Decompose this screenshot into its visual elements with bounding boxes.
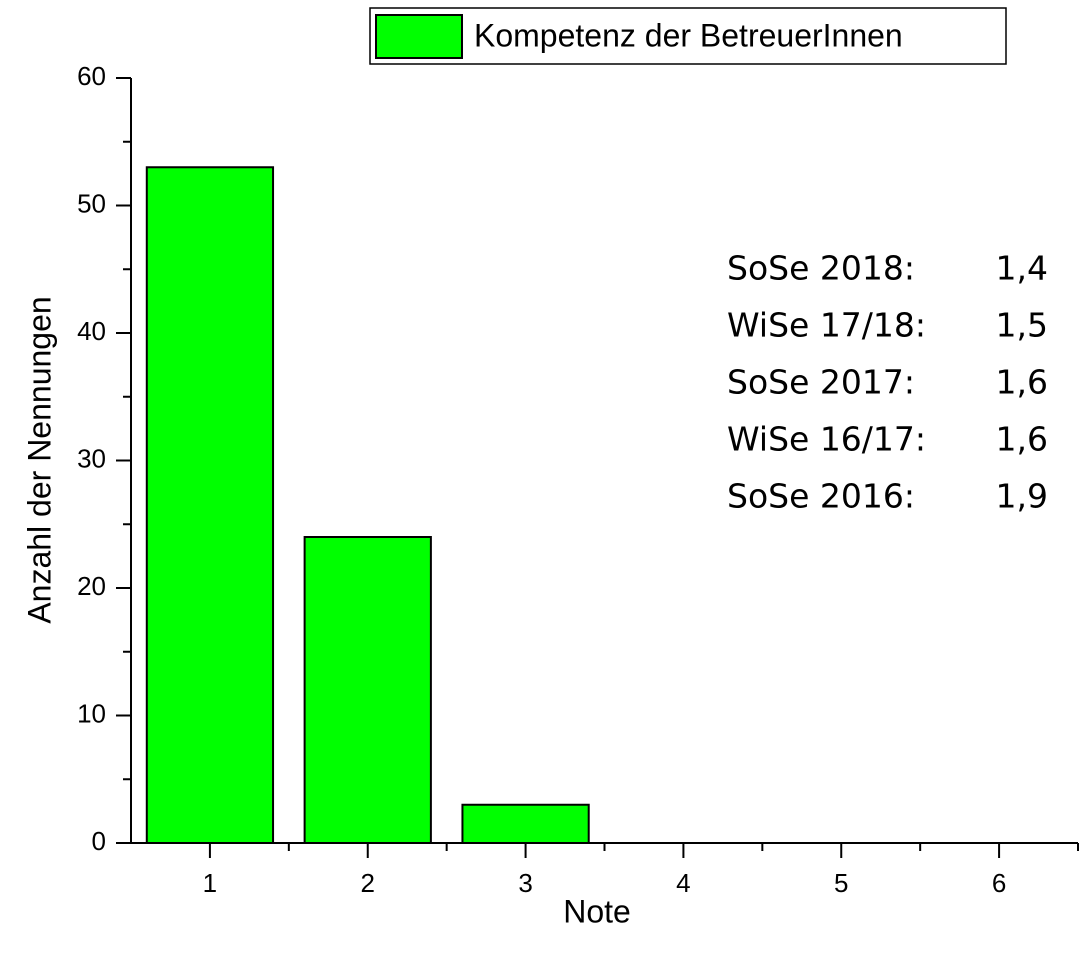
- x-tick-label: 6: [992, 868, 1006, 898]
- y-tick-label: 10: [77, 698, 106, 728]
- y-axis-label: Anzahl der Nennungen: [21, 296, 57, 623]
- bar: [145, 166, 275, 844]
- annotation-label: SoSe 2016:: [727, 477, 915, 516]
- annotation-label: WiSe 17/18:: [727, 306, 926, 345]
- bar: [303, 536, 432, 844]
- bar: [461, 803, 590, 844]
- y-tick-label: 20: [77, 571, 106, 601]
- x-tick-label: 3: [518, 868, 532, 898]
- y-tick-label: 30: [77, 443, 106, 473]
- y-tick-label: 40: [77, 316, 106, 346]
- annotation-label: SoSe 2017:: [727, 363, 915, 402]
- annotation-label: WiSe 16/17:: [727, 420, 926, 459]
- annotation-value: 1,5: [996, 306, 1048, 345]
- x-tick-label: 2: [361, 868, 375, 898]
- legend-box: [369, 7, 1007, 65]
- x-tick-label: 1: [203, 868, 217, 898]
- y-tick-label: 50: [77, 188, 106, 218]
- legend-label: Kompetenz der BetreuerInnen: [474, 17, 903, 53]
- annotation-label: SoSe 2018:: [727, 249, 915, 288]
- x-tick-label: 5: [834, 868, 848, 898]
- y-tick-label: 60: [77, 61, 106, 91]
- x-axis-label: Note: [563, 893, 631, 929]
- annotation-value: 1,6: [996, 420, 1048, 459]
- annotation-value: 1,9: [996, 477, 1048, 516]
- y-tick-label: 0: [92, 826, 106, 856]
- x-tick-label: 4: [676, 868, 690, 898]
- annotation-value: 1,6: [996, 363, 1048, 402]
- annotation-value: 1,4: [996, 249, 1048, 288]
- legend-swatch: [375, 14, 463, 59]
